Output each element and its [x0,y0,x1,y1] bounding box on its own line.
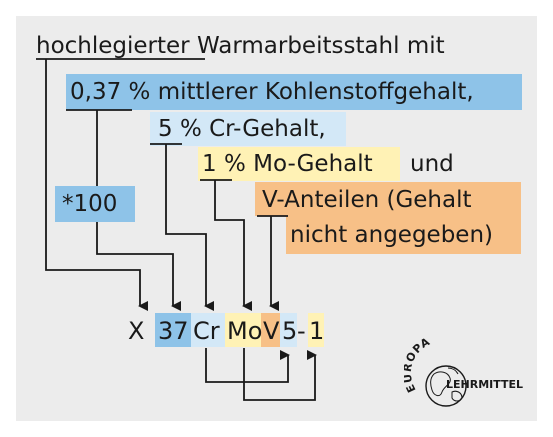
code-v-highlight [261,313,280,347]
code-five-highlight [280,313,297,347]
molybdenum-highlight [198,147,400,181]
vanadium-highlight-2 [286,216,521,254]
vanadium-text-2: nicht angegeben) [290,222,493,248]
carbon-text: 0,37 % mittlerer Kohlenstoffgehalt, [70,79,474,105]
logo-bottom-text: LEHRMITTEL [446,378,523,391]
mo-to-one [243,348,317,401]
code-dash: - [297,317,306,345]
und-text: und [410,151,454,177]
chromium-highlight [150,112,346,146]
svg-text:EUROPA: EUROPA [404,338,433,395]
cr-to-five [205,348,290,383]
chromium-text: 5 % Cr-Gehalt, [158,116,326,142]
molybdenum-text: 1 % Mo-Gehalt [202,151,373,177]
vanadium-text-1: V-Anteilen (Gehalt [262,187,472,213]
code-cr-highlight [191,313,225,347]
vanadium-highlight-1 [255,182,521,216]
code-one: 1 [309,317,325,345]
title-underlined: hochlegierter [36,33,190,59]
code-five: 5 [282,317,298,345]
carbon-highlight [66,74,522,110]
code-carbon-highlight [155,313,191,347]
factor-highlight [55,186,135,222]
code-mo-highlight [225,313,261,347]
code-v: V [263,317,280,345]
code-one-highlight [308,313,324,347]
molybdenum-connector [214,180,252,311]
factor-to-code [96,222,181,311]
chromium-connector [165,144,214,311]
europa-lehrmittel-logo: EUROPA LEHRMITTEL [404,338,523,407]
title: hochlegierter Warmarbeitsstahl mit [36,32,445,60]
x-connector [45,59,148,311]
logo-top-text: EUROPA [404,338,432,395]
factor-text: *100 [62,191,118,217]
code-mo: Mo [227,317,263,345]
title-rest: Warmarbeitsstahl mit [196,33,445,59]
code-x: X [128,317,145,345]
code-carbon: 37 [158,317,189,345]
globe-icon [425,365,467,407]
code-cr: Cr [193,317,220,345]
